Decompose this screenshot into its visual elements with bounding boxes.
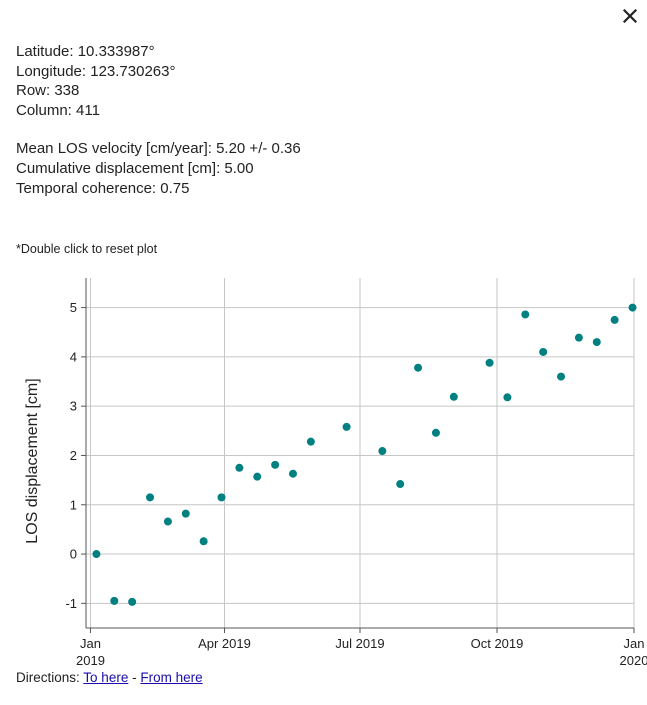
data-point[interactable] — [288, 469, 297, 478]
data-point[interactable] — [92, 550, 101, 559]
data-point[interactable] — [217, 493, 226, 502]
y-tick-label: 3 — [70, 399, 77, 414]
data-point[interactable] — [396, 480, 405, 489]
data-point[interactable] — [449, 392, 458, 401]
data-point[interactable] — [235, 463, 244, 472]
data-point[interactable] — [146, 493, 155, 502]
data-point[interactable] — [199, 537, 208, 546]
data-point[interactable] — [306, 437, 315, 446]
row-text: Row: 338 — [16, 82, 80, 100]
directions-label: Directions: — [16, 670, 80, 685]
longitude-text: Longitude: 123.730263° — [16, 62, 176, 80]
y-tick-label: 5 — [70, 300, 77, 315]
y-tick-label: -1 — [65, 596, 77, 611]
x-tick-label: Apr 2019 — [198, 636, 251, 651]
from-here-link[interactable]: From here — [140, 670, 203, 685]
data-point[interactable] — [342, 422, 351, 431]
close-button[interactable] — [618, 4, 642, 28]
data-point[interactable] — [181, 509, 190, 518]
data-point[interactable] — [574, 333, 583, 342]
data-point[interactable] — [539, 347, 548, 356]
data-point[interactable] — [503, 393, 512, 402]
data-point[interactable] — [592, 338, 601, 347]
data-point[interactable] — [610, 315, 619, 324]
data-point[interactable] — [414, 363, 423, 372]
data-point[interactable] — [163, 517, 172, 526]
data-point[interactable] — [485, 358, 494, 367]
data-point[interactable] — [557, 372, 566, 381]
point-info-panel: Latitude: 10.333987° Longitude: 123.7302… — [16, 42, 301, 198]
data-point[interactable] — [521, 310, 530, 319]
cumulative-displacement-text: Cumulative displacement [cm]: 5.00 — [16, 159, 254, 177]
displacement-plot[interactable]: -1 0 1 2 3 4 5 Jan 2019 Apr 2019 Jul 2019 Oct 2019 J… — [0, 268, 647, 673]
data-point[interactable] — [378, 447, 387, 456]
to-here-link[interactable]: To here — [83, 670, 129, 685]
data-point[interactable] — [253, 472, 262, 481]
reset-plot-hint: *Double click to reset plot — [16, 242, 158, 256]
data-point[interactable] — [271, 460, 280, 469]
velocity-text: Mean LOS velocity [cm/year]: 5.20 +/- 0.… — [16, 140, 301, 158]
directions-separator: - — [132, 670, 137, 685]
y-axis-title: LOS displacement [cm] — [24, 378, 41, 543]
x-tick-label: Jan 2019 — [76, 636, 105, 668]
directions-bar: Directions: To here - From here — [16, 670, 203, 685]
x-tick-label: Jan 2020 — [620, 636, 647, 668]
displacement-chart-svg[interactable]: -1 0 1 2 3 4 5 Jan 2019 Apr 2019 Jul 2019 Oct 2019 J… — [0, 268, 647, 673]
latitude-text: Latitude: 10.333987° — [16, 43, 155, 60]
x-tick-label: Jul 2019 — [335, 636, 384, 651]
data-point[interactable] — [431, 428, 440, 437]
y-tick-label: 1 — [70, 497, 77, 512]
y-tick-label: 4 — [70, 349, 77, 364]
temporal-coherence-text: Temporal coherence: 0.75 — [16, 179, 190, 197]
column-text: Column: 411 — [16, 101, 100, 119]
x-tick-label: Oct 2019 — [471, 636, 524, 651]
data-point[interactable] — [110, 596, 119, 605]
y-tick-label: 0 — [70, 547, 77, 562]
close-icon — [623, 9, 637, 23]
data-point[interactable] — [628, 303, 637, 312]
data-point[interactable] — [128, 597, 137, 606]
y-tick-label: 2 — [70, 448, 77, 463]
